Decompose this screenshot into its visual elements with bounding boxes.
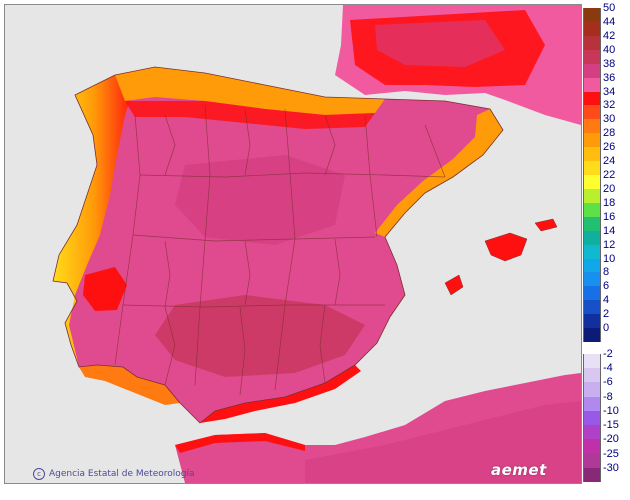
legend-swatch bbox=[583, 258, 601, 273]
legend-label: 26 bbox=[603, 141, 616, 154]
legend-label: -30 bbox=[603, 461, 619, 474]
legend-label: 8 bbox=[603, 266, 610, 279]
legend-swatch bbox=[583, 161, 601, 176]
legend-swatch bbox=[583, 133, 601, 148]
legend-label: 20 bbox=[603, 182, 616, 195]
legend-swatch bbox=[583, 216, 601, 232]
iberia-coastline bbox=[52, 66, 504, 424]
menorca-island bbox=[534, 218, 558, 232]
france-very-hot-region bbox=[375, 20, 505, 67]
legend-swatch bbox=[583, 439, 601, 455]
legend-swatch bbox=[583, 21, 601, 37]
legend-label: 42 bbox=[603, 29, 616, 42]
legend-label: 16 bbox=[603, 210, 616, 223]
tagus-hot-patch bbox=[83, 267, 127, 311]
legend-label: 44 bbox=[603, 15, 616, 28]
south-coast-band bbox=[200, 365, 361, 423]
legend-label: -8 bbox=[603, 390, 613, 403]
legend-swatch bbox=[583, 77, 601, 92]
legend-swatch bbox=[583, 105, 601, 120]
credit-text: Agencia Estatal de Meteorología bbox=[49, 469, 195, 479]
legend-swatch bbox=[583, 286, 601, 301]
legend-swatch bbox=[583, 49, 601, 65]
province-borders bbox=[114, 104, 446, 396]
legend-label: 2 bbox=[603, 308, 610, 321]
legend-swatch bbox=[583, 300, 601, 315]
north-coast-band bbox=[115, 67, 385, 115]
legend-swatch bbox=[583, 328, 601, 343]
legend-label: 12 bbox=[603, 238, 616, 251]
legend-label: 4 bbox=[603, 294, 610, 307]
legend-label: 34 bbox=[603, 85, 616, 98]
legend-label: -4 bbox=[603, 362, 613, 375]
legend-swatch bbox=[583, 410, 601, 426]
legend-label: 6 bbox=[603, 280, 610, 293]
legend-swatch bbox=[583, 8, 601, 23]
legend-swatch bbox=[583, 354, 601, 369]
legend-label: 32 bbox=[603, 99, 616, 112]
legend-swatch bbox=[583, 91, 601, 106]
legend-label: -6 bbox=[603, 376, 613, 389]
map-canvas bbox=[5, 5, 581, 483]
legend-swatch bbox=[583, 35, 601, 51]
legend-label: 40 bbox=[603, 43, 616, 56]
temperature-map: c Agencia Estatal de Meteorología aemet bbox=[4, 4, 582, 484]
legend-label: 38 bbox=[603, 57, 616, 70]
legend-swatch bbox=[583, 467, 601, 483]
legend-label: 14 bbox=[603, 224, 616, 237]
legend-swatch bbox=[583, 453, 601, 469]
north-coast-inner bbox=[125, 101, 375, 129]
legend-label: 30 bbox=[603, 113, 616, 126]
legend-label: 0 bbox=[603, 322, 610, 335]
legend-swatch bbox=[583, 147, 601, 162]
legend-swatch bbox=[583, 230, 601, 246]
legend-swatch bbox=[583, 382, 601, 398]
legend-label: 18 bbox=[603, 196, 616, 209]
inland-hot-core bbox=[155, 295, 365, 377]
legend-swatch bbox=[583, 63, 601, 79]
north-africa-hot bbox=[305, 401, 581, 483]
legend-label: -15 bbox=[603, 419, 619, 432]
legend-swatch bbox=[583, 396, 601, 412]
legend-swatch bbox=[583, 175, 601, 190]
ibiza-island bbox=[444, 274, 464, 296]
legend-label: 50 bbox=[603, 2, 616, 14]
south-portugal-band bbox=[79, 365, 180, 405]
legend-swatch bbox=[583, 368, 601, 383]
legend-label: -20 bbox=[603, 433, 619, 446]
legend-label: 10 bbox=[603, 252, 616, 265]
legend-swatch bbox=[583, 202, 601, 218]
central-plateau bbox=[175, 155, 345, 245]
legend-label: -2 bbox=[603, 348, 613, 360]
copyright-icon: c bbox=[33, 468, 45, 480]
legend-label: 22 bbox=[603, 169, 616, 181]
legend-swatch bbox=[583, 425, 601, 440]
legend-swatch bbox=[583, 314, 601, 329]
aemet-logo: aemet bbox=[491, 461, 547, 479]
east-coast-band bbox=[375, 109, 503, 237]
legend-swatch bbox=[583, 244, 601, 259]
legend-swatch bbox=[583, 119, 601, 134]
legend-label: -10 bbox=[603, 404, 619, 417]
legend-label: 36 bbox=[603, 71, 616, 84]
temperature-legend: 50 44 42 40 38 36 34 32 30 28 26 24 22 20 18 16 14 12 10 8 6… bbox=[583, 2, 627, 490]
legend-swatch bbox=[583, 188, 601, 204]
credit-line: c Agencia Estatal de Meteorología bbox=[33, 468, 195, 480]
legend-label: 24 bbox=[603, 155, 616, 168]
mallorca-island bbox=[484, 232, 528, 262]
africa-coast-band bbox=[175, 433, 305, 453]
legend-label: 28 bbox=[603, 127, 616, 140]
legend-swatch bbox=[583, 272, 601, 287]
legend-label: -25 bbox=[603, 447, 619, 460]
